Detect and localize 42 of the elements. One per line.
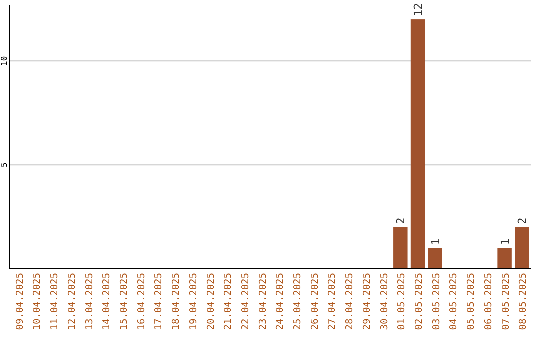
x-tick-label: 20.04.2025	[206, 273, 217, 330]
x-tick-label: 13.04.2025	[84, 273, 96, 330]
x-tick-label: 22.04.2025	[240, 273, 252, 330]
x-tick-label: 18.04.2025	[171, 273, 182, 330]
x-tick-label: 30.04.2025	[379, 273, 390, 330]
x-tick-label: 28.04.2025	[344, 273, 356, 330]
data-label: 1	[429, 238, 442, 246]
bar	[428, 248, 442, 269]
x-tick-label: 26.04.2025	[310, 273, 321, 330]
data-label: 1	[498, 238, 512, 246]
bar	[410, 20, 426, 269]
data-label: 12	[412, 3, 426, 17]
x-tick-label: 19.04.2025	[188, 273, 200, 330]
y-tick-label: 10	[0, 56, 9, 66]
data-label: 2	[394, 218, 408, 224]
x-tick-label: 12.04.2025	[66, 273, 78, 330]
y-tick-label: 5	[0, 162, 9, 168]
x-tick-label: 05.05.2025	[466, 273, 478, 330]
x-tick-label: 08.05.2025	[518, 273, 530, 330]
x-tick-label: 25.04.2025	[292, 273, 304, 330]
x-tick-label: 29.04.2025	[362, 273, 373, 330]
x-tick-label: 14.04.2025	[102, 273, 113, 330]
x-tick-label: 24.04.2025	[275, 273, 286, 330]
x-tick-label: 01.05.2025	[396, 273, 408, 330]
x-tick-label: 09.04.2025	[14, 273, 26, 330]
bar	[498, 248, 512, 269]
x-tick-label: 21.04.2025	[223, 273, 234, 330]
x-tick-label: 15.04.2025	[118, 273, 130, 330]
x-tick-label: 07.05.2025	[500, 273, 512, 330]
x-tick-label: 27.04.2025	[327, 273, 338, 330]
x-tick-label: 11.04.2025	[50, 273, 61, 330]
bar	[394, 227, 408, 269]
data-label: 2	[516, 218, 530, 224]
bar	[515, 227, 530, 269]
x-tick-label: 06.05.2025	[483, 273, 494, 330]
x-tick-label: 03.05.2025	[431, 273, 442, 330]
x-tick-label: 10.04.2025	[32, 273, 44, 330]
x-tick-label: 02.05.2025	[414, 273, 426, 330]
x-tick-label: 23.04.2025	[258, 273, 269, 330]
x-tick-label: 17.04.2025	[154, 273, 165, 330]
x-tick-label: 16.04.2025	[136, 273, 148, 330]
x-tick-label: 04.05.2025	[448, 273, 460, 330]
